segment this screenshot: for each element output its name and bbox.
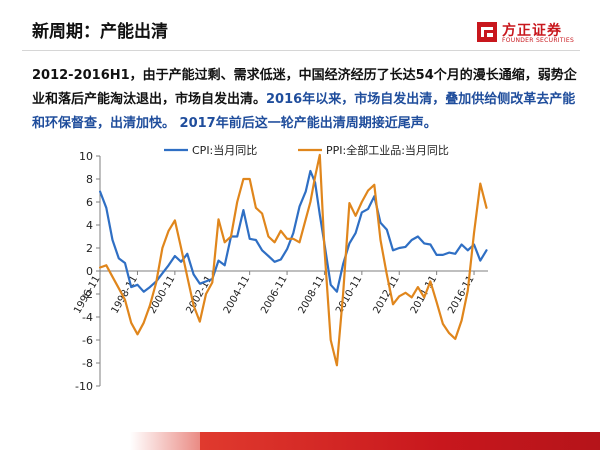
x-tick-label: 2016-11: [446, 274, 476, 316]
logo-text-en: FOUNDER SECURITIES: [502, 37, 575, 44]
x-tick-label: 2012-11: [371, 274, 401, 316]
y-tick-label: -6: [82, 334, 93, 347]
logo-text-cn: 方正证券: [502, 23, 562, 39]
y-tick-label: 10: [79, 150, 93, 163]
founder-logo-icon: [477, 22, 497, 42]
x-tick-label: 2004-11: [222, 274, 252, 316]
brand-logo: 方正证券 FOUNDER SECURITIES: [476, 21, 588, 51]
y-tick-label: 2: [86, 242, 93, 255]
x-tick-label: 2000-11: [147, 274, 177, 316]
x-tick-label: 2006-11: [259, 274, 289, 316]
y-tick-label: -10: [75, 380, 93, 393]
x-tick-label: 1996-11: [72, 274, 102, 316]
y-tick-label: -4: [82, 311, 93, 324]
ppi-series-line: [98, 153, 488, 367]
summary-text-part1: 2012-2016H1，由于产能过剩、需求低迷，中国经济经历了长达54个月的漫长…: [32, 68, 577, 107]
cpi-series-line: [98, 169, 488, 293]
y-tick-label: 0: [86, 265, 93, 278]
legend-label-cpi: CPI:当月同比: [192, 143, 257, 157]
x-tick-label: 2008-11: [297, 274, 327, 316]
summary-text-part2: 2016年以来，市场自发出清，叠加供给侧改革去产能和环保督查，出清加快。 201…: [32, 92, 576, 131]
footer-accent-bar: [200, 432, 600, 450]
page-title: 新周期：产能出清: [32, 22, 168, 42]
y-tick-label: 4: [86, 219, 93, 232]
legend-label-ppi: PPI:全部工业品:当月同比: [326, 143, 449, 157]
y-tick-label: 6: [86, 196, 93, 209]
y-tick-label: -2: [82, 288, 93, 301]
header-divider: [22, 50, 580, 51]
footer-accent-fade: [130, 432, 200, 450]
summary-paragraph: 2012-2016H1，由于产能过剩、需求低迷，中国经济经历了长达54个月的漫长…: [32, 64, 584, 136]
y-tick-label: 8: [86, 173, 93, 186]
y-tick-label: -8: [82, 357, 93, 370]
